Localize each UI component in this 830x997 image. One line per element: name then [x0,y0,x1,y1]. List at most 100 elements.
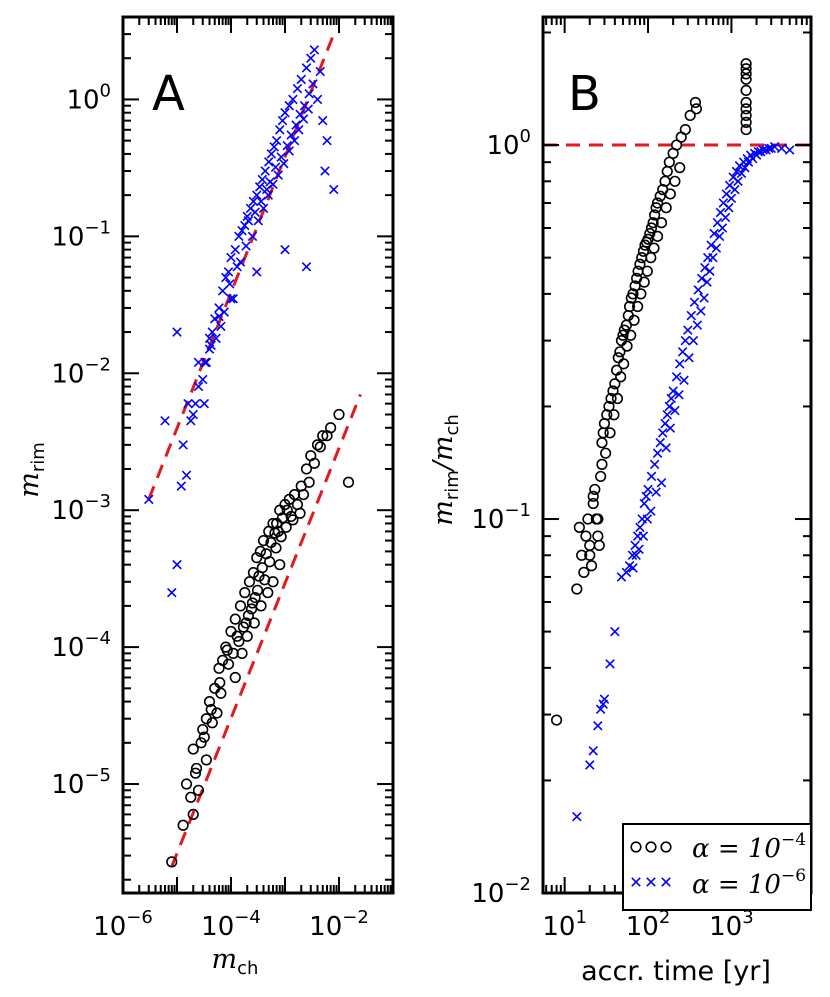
panel-a-point-cross-stroke-b [243,215,254,226]
panel-b-point-cross-stroke-b [628,563,638,573]
panel-b-point-cross [740,162,750,173]
panel-a-point-cross [284,100,295,111]
panel-a-point-cross-stroke-b [276,152,286,162]
panel-a-point-circle [259,574,271,586]
panel-b-point-cross [731,166,742,177]
panel-b-point-cross-stroke-b [595,704,606,715]
panel-b-point-cross-stroke-b [605,659,615,669]
panel-b-ytick-label-exp: −1 [504,500,531,521]
panel-a-point-cross-stroke-b [294,125,304,135]
panel-b-point-circle [649,209,661,221]
panel-a-point-circle [215,687,227,699]
panel-a-point-cross-stroke-b [312,94,323,105]
panel-b-ylabel-slash: /m [428,436,459,474]
panel-b-point-cross [733,176,743,187]
panel-b-point-circle [655,217,668,229]
panel-b-ylabel-sub2: ch [442,414,463,435]
panel-b-point-cross-stroke-b [740,162,750,173]
panel-b-point-circle [614,346,626,358]
panel-a-point-circle [303,476,315,488]
panel-a-point-cross [305,53,316,63]
panel-a-point-cross [271,135,282,146]
panel-a-point-circle [314,441,326,453]
panel-b-point-circle [576,549,588,561]
panel-b-point-cross-stroke-b [730,184,740,195]
panel-a-ylabel-sub: rim [28,442,49,472]
panel-a-point-circle [311,439,324,451]
panel-a-point-circle [200,754,212,766]
panel-a-point-circle [262,587,274,599]
panel-b-point-cross [610,626,620,637]
panel-b-point-cross-stroke-b [649,459,660,470]
panel-b-point-cross-stroke-b [646,471,657,482]
panel-b-point-cross [634,544,644,555]
panel-b-point-cross-stroke-b [664,401,675,412]
panel-b-point-circle [608,409,620,421]
panel-a-point-cross [240,220,250,231]
panel-a-point-cross [280,244,290,255]
panel-b-point-circle [647,217,659,229]
panel-b-point-cross [593,721,603,731]
panel-b-point-circle [589,483,601,496]
panel-b-point-cross-stroke-b [714,231,725,242]
panel-a-point-cross [291,120,301,130]
panel-b-point-cross [605,659,615,669]
panel-b-ytick-label: 100 [486,126,531,161]
panel-a-point-cross [247,231,258,242]
panel-b-point-cross-stroke-b [728,172,738,183]
panel-a-ytick-label-base: 10 [51,222,84,252]
panel-a-point-cross-stroke-b [295,109,305,119]
legend-entry-alpha-1e-4: α = 10−4 [630,830,806,864]
panel-a-point-cross [251,190,262,200]
panel-a-ytick-label: 10−4 [51,628,111,663]
panel-b-point-cross [730,184,740,195]
panel-b-point-cross-stroke-b [683,325,693,335]
panel-a-point-cross-stroke-b [296,74,307,85]
panel-a-data-marks [143,33,362,868]
panel-b-point-cross [666,393,677,404]
panel-b-ytick-label: 10−2 [471,874,531,909]
panel-b-xtick-label: 101 [542,907,587,942]
panel-a-point-cross-stroke-b [234,231,244,242]
panel-a-point-cross-stroke-b [197,374,208,385]
panel-a-point-circle [275,531,287,543]
panel-b-point-cross [662,410,673,420]
panel-a-point-cross [280,107,290,118]
panel-b-point-circle [664,188,676,200]
panel-b-point-circle [550,714,563,726]
legend-marker-circles [630,841,672,853]
panel-b-point-cross-stroke-b [686,310,697,321]
panel-b-xtick-label-exp: 2 [659,907,670,928]
panel-a-point-cross [206,340,216,351]
panel-b-point-cross-stroke-b [660,418,670,429]
panel-b-point-cross-stroke-b [688,335,699,346]
panel-b-point-cross-stroke-b [715,207,726,218]
panel-b-point-cross-stroke-b [784,145,795,155]
panel-a-ytick-label-base: 10 [66,85,99,115]
panel-b-point-circle [615,371,627,383]
panel-b-point-circle [587,490,599,502]
panel-b-point-cross [756,146,766,157]
panel-a-ylabel: mrim [14,442,49,498]
panel-a-point-cross-stroke-b [301,261,312,272]
panel-a-point-cross [143,494,154,505]
panel-a-point-cross [301,63,312,73]
panel-a-point-circle [236,647,248,659]
panel-a-point-circle [206,717,218,729]
panel-b-ylabel-main: m [428,500,459,526]
panel-a-point-cross [225,279,235,289]
panel-b-xtick-label-base: 10 [626,912,659,942]
panel-b-point-cross-stroke-b [646,506,656,516]
panel-b-point-circle [635,288,647,300]
panel-a-xtick-label: 10−4 [201,907,261,942]
panel-b-point-circle [595,470,607,483]
panel-a-point-cross-stroke-b [269,142,279,152]
panel-a-point-circle [177,819,189,831]
panel-b-point-cross [724,202,734,213]
panel-a-point-cross [317,115,328,126]
panel-a-xtick-label-exp: −6 [126,907,153,928]
panel-b-point-cross-stroke-b [652,448,663,458]
panel-a-point-cross-stroke-b [286,130,296,140]
panel-a-ytick-label-exp: 0 [100,80,111,101]
panel-a-point-cross-stroke-b [160,415,170,426]
